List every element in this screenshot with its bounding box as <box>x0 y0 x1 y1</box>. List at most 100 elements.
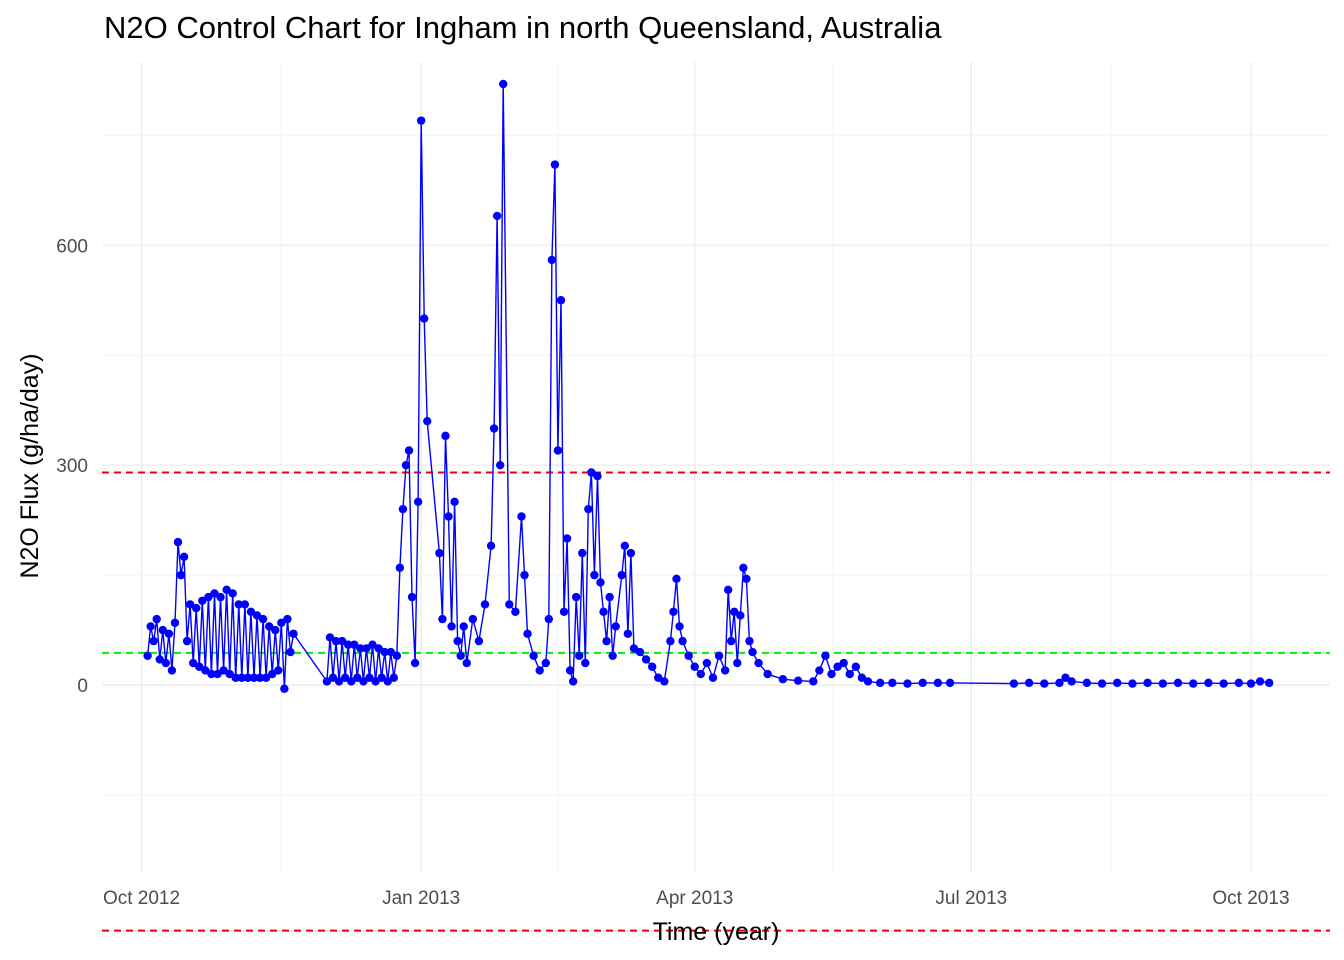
flux-point <box>708 673 718 682</box>
flux-point <box>371 677 380 686</box>
flux-point <box>246 607 256 616</box>
flux-point <box>347 677 356 686</box>
flux-point <box>274 666 283 675</box>
flux-point <box>255 673 265 682</box>
flux-point <box>1061 673 1070 682</box>
flux-point <box>1082 678 1092 688</box>
x-tick-label: Apr 2013 <box>656 888 733 909</box>
flux-point <box>736 611 745 620</box>
flux-point <box>511 607 520 616</box>
flux-point <box>237 673 247 682</box>
flux-point <box>529 651 538 660</box>
y-axis-title: N2O Flux (g/ha/day) <box>16 353 44 578</box>
flux-point <box>1067 677 1076 686</box>
flux-point <box>365 673 374 682</box>
flux-point <box>523 629 532 638</box>
flux-point <box>499 79 508 89</box>
flux-point <box>903 679 912 688</box>
flux-point <box>945 678 955 688</box>
flux-point <box>1246 679 1256 688</box>
flux-point <box>584 504 593 514</box>
flux-point <box>763 669 772 679</box>
flux-point <box>383 677 392 686</box>
flux-point <box>1143 678 1152 688</box>
flux-point <box>195 662 204 671</box>
flux-point <box>450 497 459 507</box>
flux-point <box>389 673 399 682</box>
flux-point <box>1234 678 1244 688</box>
flux-point <box>565 666 575 675</box>
flux-point <box>350 640 359 649</box>
flux-point <box>377 673 386 682</box>
flux-point <box>277 618 286 627</box>
flux-point <box>553 446 563 455</box>
flux-point <box>188 658 198 668</box>
flux-series <box>143 79 1274 693</box>
flux-line <box>146 83 1270 689</box>
flux-point <box>362 644 371 653</box>
flux-point <box>258 614 268 624</box>
x-axis-ticks: Oct 2012 Jan 2013 Apr 2013 Jul 2013 Oct 2013 <box>103 888 1290 909</box>
flux-point <box>173 537 183 547</box>
flux-point <box>344 640 353 649</box>
flux-point <box>714 651 724 660</box>
control-limit-lines <box>102 471 1330 932</box>
flux-point <box>213 669 222 679</box>
flux-point <box>690 662 699 671</box>
flux-point <box>684 651 693 660</box>
flux-point <box>568 677 578 686</box>
flux-point <box>678 636 687 646</box>
flux-point <box>605 592 614 602</box>
flux-point <box>611 622 620 631</box>
flux-point <box>356 644 365 653</box>
flux-point <box>261 673 271 682</box>
flux-point <box>550 160 560 169</box>
flux-point <box>1113 678 1122 688</box>
grid <box>102 62 1330 872</box>
flux-point <box>535 666 544 675</box>
y-tick-label: 300 <box>56 456 88 477</box>
flux-point <box>410 658 420 668</box>
flux-point <box>544 614 554 624</box>
flux-point <box>447 622 456 631</box>
flux-point <box>726 636 736 646</box>
flux-point <box>438 614 447 624</box>
flux-point <box>286 647 295 657</box>
flux-point <box>742 574 751 583</box>
flux-point <box>520 570 529 580</box>
flux-point <box>158 625 167 635</box>
flux-point <box>152 614 161 624</box>
flux-point <box>486 541 496 551</box>
flux-point <box>283 614 292 624</box>
flux-point <box>368 640 377 649</box>
flux-point <box>322 677 332 686</box>
flux-point <box>845 669 854 679</box>
flux-point <box>185 600 195 609</box>
flux-point <box>249 673 259 682</box>
flux-point <box>210 589 219 598</box>
flux-point <box>833 662 842 671</box>
flux-point <box>918 678 927 688</box>
flux-point <box>517 512 526 521</box>
flux-point <box>720 666 730 675</box>
flux-point <box>423 416 432 426</box>
flux-point <box>629 644 639 653</box>
flux-point <box>413 497 423 507</box>
y-tick-label: 600 <box>56 236 88 257</box>
flux-point <box>225 669 234 679</box>
x-tick-label: Jan 2013 <box>382 888 460 909</box>
flux-point <box>793 676 803 685</box>
flux-point <box>201 666 210 675</box>
flux-point <box>216 592 225 602</box>
flux-point <box>374 644 383 653</box>
flux-point <box>289 629 298 638</box>
flux-point <box>1173 678 1183 688</box>
flux-point <box>599 607 608 616</box>
flux-point <box>647 662 657 671</box>
flux-point <box>331 636 341 646</box>
flux-point <box>441 431 450 441</box>
flux-point <box>654 673 663 682</box>
chart-title: N2O Control Chart for Ingham in north Qu… <box>104 10 942 45</box>
flux-point <box>353 673 362 682</box>
flux-point <box>146 622 155 631</box>
